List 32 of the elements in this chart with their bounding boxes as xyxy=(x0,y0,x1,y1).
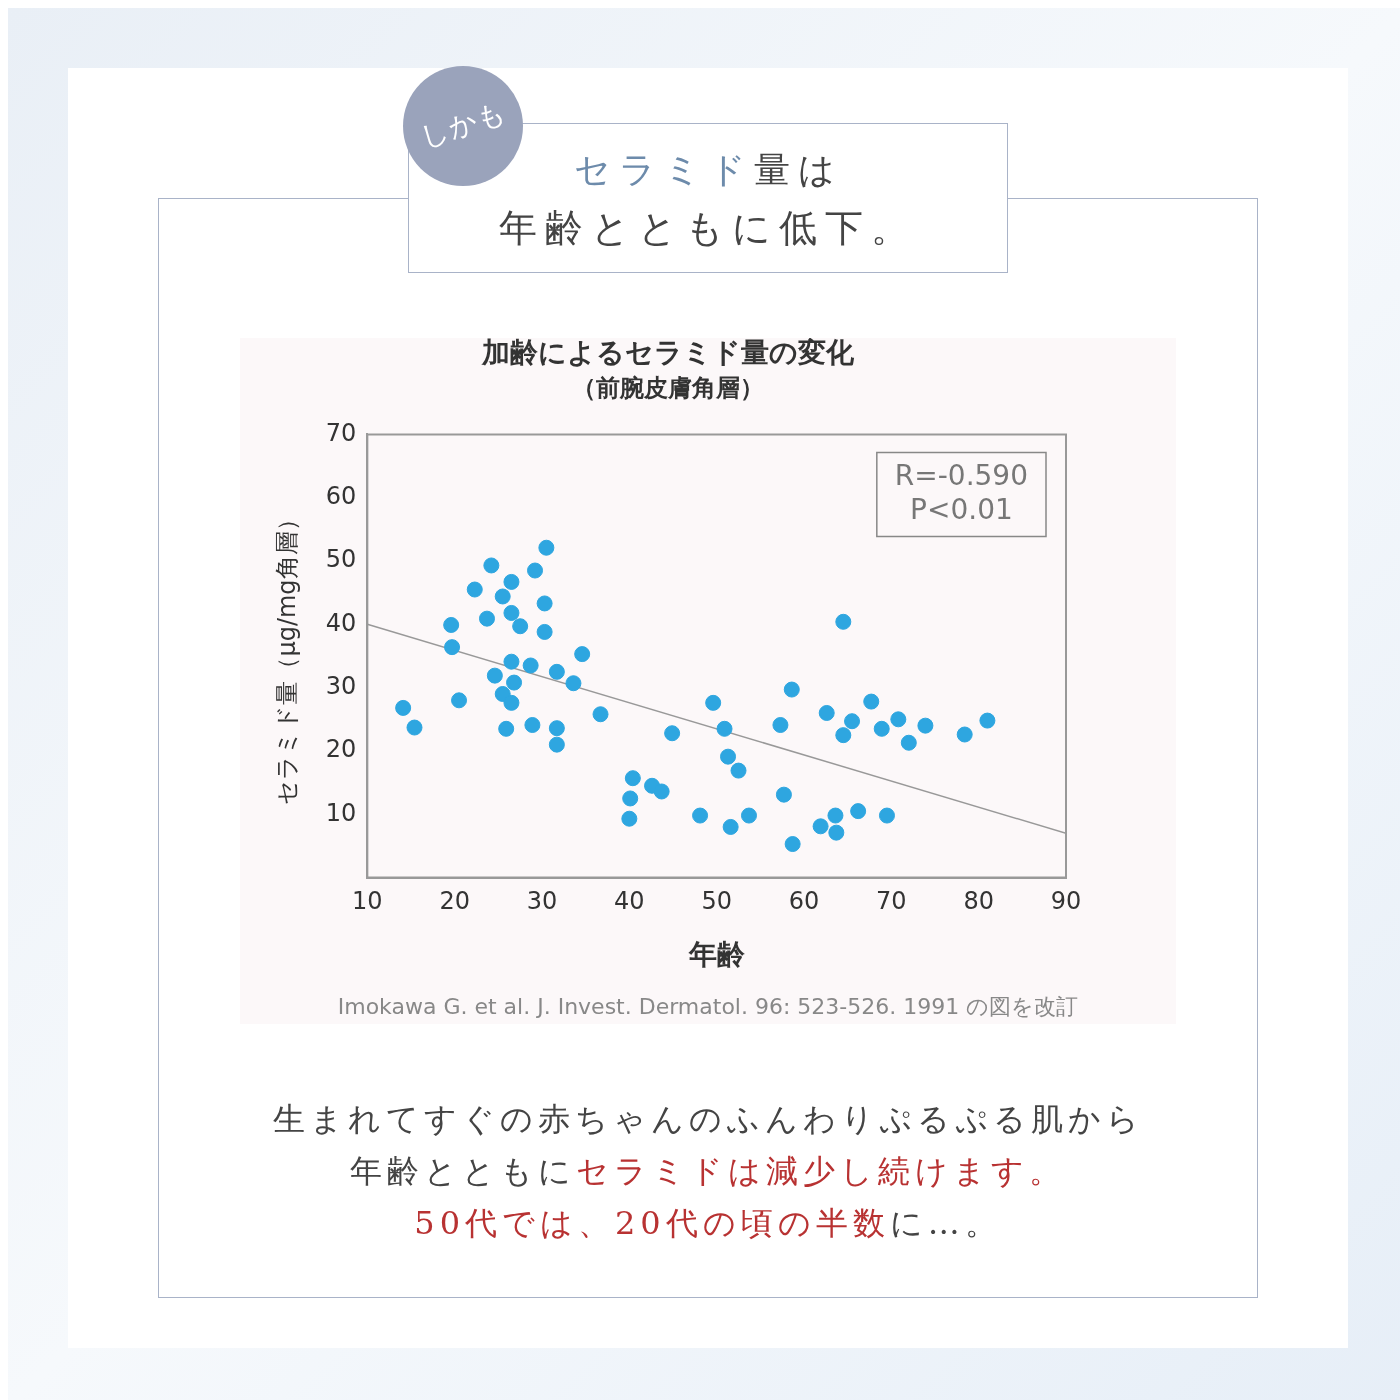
text: に…。 xyxy=(889,1204,1002,1242)
text: しかも xyxy=(415,94,511,156)
y-tick-label: 20 xyxy=(325,735,357,764)
x-axis-title: 年齢 xyxy=(687,938,745,972)
text: Imokawa G. et al. J. Invest. Dermatol. 96: 523-526. 1991 の図を改訂 xyxy=(336,993,1080,1021)
y-tick-label: 60 xyxy=(325,481,357,510)
x-tick-label: 60 xyxy=(788,887,820,916)
text: セラミド xyxy=(573,149,754,190)
text: 年齢とともに xyxy=(350,1152,576,1190)
text: セラミドは減少し続けます。 xyxy=(576,1152,1066,1190)
x-tick-label: 10 xyxy=(352,887,383,916)
text: 量は xyxy=(753,149,843,190)
annotation: P<0.01 xyxy=(910,492,1013,526)
chart-title: 加齢によるセラミド量の変化 xyxy=(481,336,855,370)
y-tick-label: 30 xyxy=(325,671,357,700)
y-tick-label: 50 xyxy=(325,545,357,574)
x-tick-label: 30 xyxy=(526,887,558,916)
x-tick-label: 40 xyxy=(614,887,645,916)
y-tick-label: 40 xyxy=(325,608,357,637)
chart-subtitle: （前腕皮膚角層） xyxy=(572,374,764,403)
x-tick-label: 90 xyxy=(1050,887,1082,916)
y-tick-label: 70 xyxy=(325,418,357,447)
annotation: R=-0.590 xyxy=(894,458,1028,492)
x-tick-label: 50 xyxy=(701,887,732,916)
text: 年齢とともに低下。 xyxy=(499,206,917,250)
x-tick-label: 70 xyxy=(876,887,907,916)
x-tick-label: 20 xyxy=(439,887,470,916)
x-tick-label: 80 xyxy=(963,887,994,916)
y-axis-title: セラミド量（μg/mg角層） xyxy=(272,507,301,805)
text: 生まれてすぐの赤ちゃんのふんわりぷるぷる肌から xyxy=(272,1100,1144,1138)
text: 50代では、20代の頃の半数 xyxy=(414,1204,890,1242)
y-tick-label: 10 xyxy=(325,798,357,827)
